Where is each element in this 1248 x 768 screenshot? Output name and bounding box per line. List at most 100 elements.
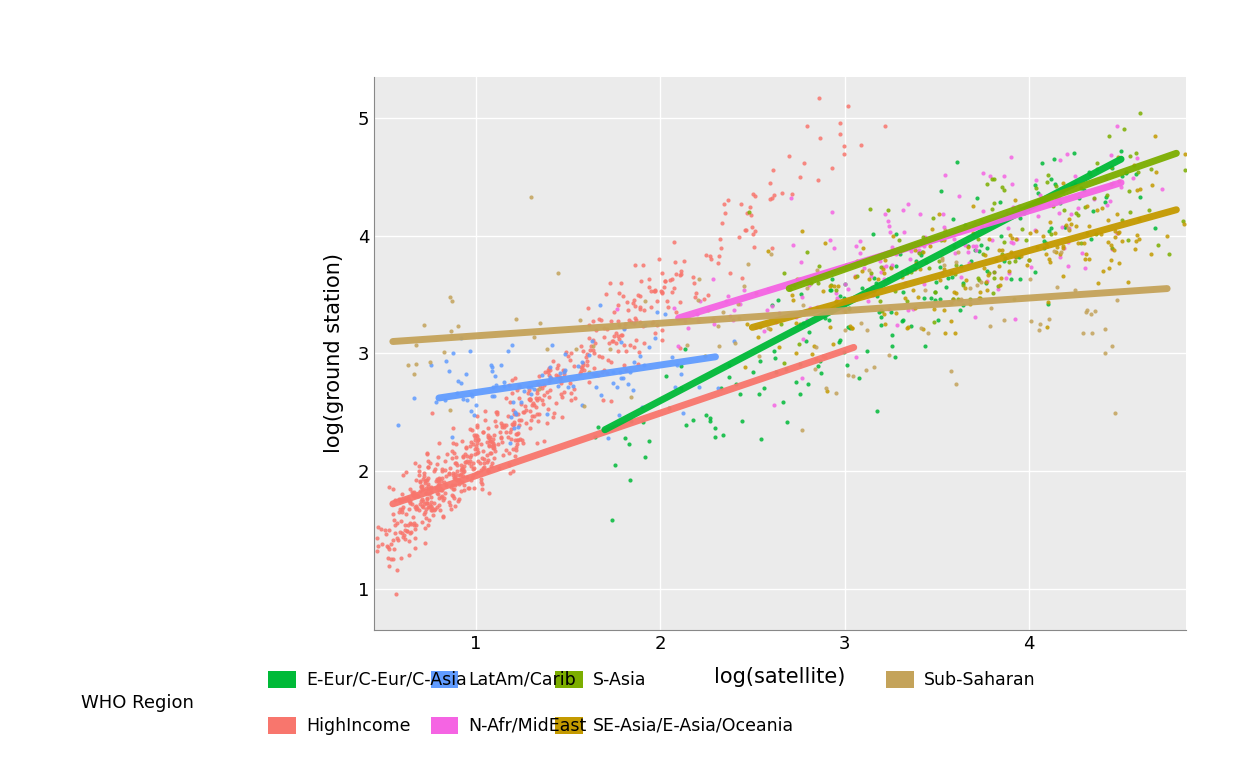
Point	[731, 273, 751, 285]
Point	[483, 437, 503, 449]
Point	[887, 319, 907, 332]
Point	[684, 413, 704, 425]
Point	[624, 316, 644, 329]
Point	[467, 399, 487, 411]
Point	[454, 478, 474, 491]
Point	[421, 504, 441, 516]
Point	[947, 156, 967, 168]
Point	[396, 493, 416, 505]
Point	[498, 459, 518, 472]
Point	[1060, 222, 1080, 234]
Point	[505, 372, 525, 385]
Point	[597, 287, 617, 300]
Point	[388, 492, 408, 505]
Point	[459, 451, 479, 463]
Point	[925, 286, 945, 299]
Point	[744, 227, 764, 240]
Point	[620, 415, 640, 427]
Point	[650, 284, 670, 296]
Point	[493, 419, 513, 431]
Point	[427, 458, 447, 470]
Point	[480, 459, 500, 472]
Point	[500, 410, 520, 422]
Point	[719, 371, 739, 383]
Point	[660, 273, 680, 286]
Point	[646, 306, 666, 318]
Point	[820, 284, 840, 296]
Point	[897, 322, 917, 334]
Point	[429, 498, 449, 511]
Point	[572, 362, 592, 375]
Point	[703, 273, 723, 286]
Point	[1066, 220, 1086, 232]
Point	[735, 224, 755, 237]
Point	[675, 315, 695, 327]
Point	[503, 403, 523, 415]
Point	[625, 259, 645, 271]
Point	[952, 299, 972, 311]
Point	[1176, 147, 1196, 160]
Point	[480, 431, 500, 443]
Point	[463, 468, 483, 481]
Point	[874, 308, 894, 320]
Point	[452, 485, 472, 497]
Point	[1010, 273, 1030, 285]
Point	[432, 463, 452, 475]
Point	[1104, 230, 1124, 243]
Point	[554, 365, 574, 377]
Point	[1006, 251, 1026, 263]
Point	[418, 461, 438, 473]
Point	[467, 437, 487, 449]
Point	[609, 286, 629, 299]
Point	[1222, 158, 1242, 170]
Point	[849, 372, 869, 384]
Point	[436, 394, 456, 406]
Point	[775, 362, 795, 375]
Point	[584, 362, 604, 374]
Point	[457, 455, 477, 468]
Point	[668, 340, 688, 353]
Point	[550, 388, 570, 400]
Point	[1212, 161, 1232, 174]
Point	[489, 462, 509, 474]
Point	[1109, 174, 1129, 187]
Point	[1075, 184, 1094, 196]
Point	[651, 286, 671, 299]
Point	[457, 472, 477, 484]
Point	[958, 241, 978, 253]
Point	[924, 316, 943, 328]
Point	[579, 319, 599, 331]
Point	[976, 276, 996, 288]
Point	[962, 200, 982, 212]
Point	[892, 266, 912, 279]
Point	[635, 451, 655, 463]
Point	[399, 527, 419, 539]
Point	[464, 431, 484, 443]
Point	[406, 518, 426, 531]
Point	[951, 294, 971, 306]
Point	[859, 273, 879, 285]
Point	[1071, 182, 1091, 194]
Point	[512, 413, 532, 425]
Point	[1045, 178, 1065, 190]
Point	[419, 514, 439, 526]
Point	[782, 239, 802, 251]
Point	[670, 264, 690, 276]
Point	[584, 431, 604, 443]
Point	[603, 334, 623, 346]
Point	[498, 410, 518, 422]
Point	[630, 316, 650, 329]
Point	[674, 407, 694, 419]
Point	[867, 405, 887, 417]
Point	[1117, 167, 1137, 180]
Point	[418, 482, 438, 495]
Point	[1051, 246, 1071, 258]
Point	[507, 438, 527, 450]
Point	[1173, 215, 1193, 227]
Point	[372, 538, 392, 550]
Point	[1058, 221, 1078, 233]
Point	[418, 479, 438, 492]
Point	[975, 249, 995, 261]
Point	[852, 265, 872, 277]
Point	[391, 495, 411, 508]
